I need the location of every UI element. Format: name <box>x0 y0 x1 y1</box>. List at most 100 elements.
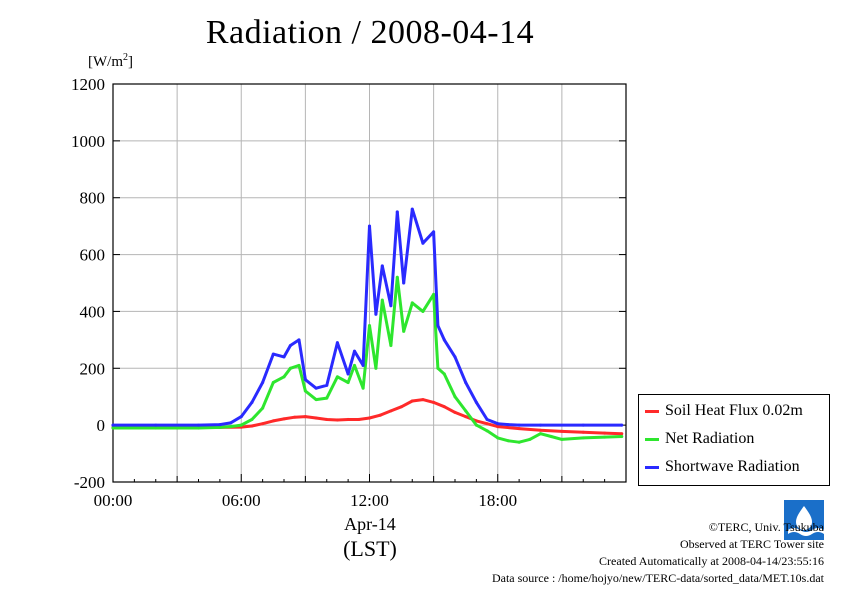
data-point-net-radiation-15 <box>335 375 340 379</box>
data-point-soil-heat-flux-31 <box>560 429 564 433</box>
data-point-net-radiation-26 <box>421 309 425 314</box>
data-point-shortwave-radiation-15 <box>335 341 340 345</box>
y-unit-base: [W/m <box>88 54 123 70</box>
legend-label-soil-heat-flux: Soil Heat Flux 0.02m <box>665 402 803 419</box>
data-point-soil-heat-flux-29 <box>517 426 521 431</box>
y-unit-end: ] <box>128 54 133 70</box>
data-point-shortwave-radiation-21 <box>380 264 384 268</box>
data-point-net-radiation-5 <box>239 423 243 427</box>
data-point-soil-heat-flux-21 <box>421 397 425 402</box>
data-point-soil-heat-flux-24 <box>453 410 457 414</box>
legend-swatch-net-radiation <box>645 437 659 441</box>
x-tick-label-2: 12:00 <box>350 491 389 510</box>
data-point-shortwave-radiation-0 <box>111 423 115 427</box>
data-point-shortwave-radiation-36 <box>517 423 521 427</box>
data-point-net-radiation-35 <box>506 439 511 443</box>
data-point-shortwave-radiation-4 <box>228 421 233 425</box>
data-point-net-radiation-40 <box>560 437 564 441</box>
data-point-net-radiation-16 <box>346 380 350 385</box>
series-line-shortwave-radiation <box>111 207 624 427</box>
data-point-net-radiation-22 <box>389 343 393 348</box>
series-line-net-radiation <box>111 275 624 444</box>
data-point-net-radiation-3 <box>218 425 222 430</box>
data-point-shortwave-radiation-24 <box>402 281 406 285</box>
data-point-net-radiation-34 <box>496 436 500 440</box>
data-point-soil-heat-flux-27 <box>485 422 489 426</box>
data-point-net-radiation-20 <box>374 366 378 370</box>
y-tick-label-7: 1200 <box>71 75 105 94</box>
data-point-soil-heat-flux-28 <box>496 424 500 429</box>
data-point-net-radiation-23 <box>395 275 399 279</box>
data-point-net-radiation-19 <box>367 324 372 328</box>
data-point-net-radiation-7 <box>261 406 265 410</box>
data-point-net-radiation-2 <box>196 426 201 430</box>
y-tick-label-0: -200 <box>74 473 105 492</box>
data-point-soil-heat-flux-33 <box>603 431 607 435</box>
data-point-soil-heat-flux-11 <box>314 416 318 420</box>
footer-copyright: ©TERC, Univ. Tsukuba <box>708 520 824 534</box>
data-point-net-radiation-39 <box>549 434 553 439</box>
data-point-net-radiation-11 <box>297 363 301 368</box>
data-point-shortwave-radiation-29 <box>442 338 446 342</box>
data-point-net-radiation-10 <box>288 366 293 370</box>
x-axis-timezone-label: (LST) <box>343 536 397 561</box>
x-tick-label-1: 06:00 <box>222 491 261 510</box>
legend-item-soil-heat-flux: Soil Heat Flux 0.02m <box>645 401 803 421</box>
data-point-net-radiation-4 <box>228 424 233 429</box>
data-point-soil-heat-flux-6 <box>261 422 265 426</box>
x-tick-label-0: 00:00 <box>94 491 133 510</box>
data-point-soil-heat-flux-23 <box>442 405 446 409</box>
data-point-net-radiation-43 <box>620 434 624 439</box>
data-point-shortwave-radiation-23 <box>395 210 399 214</box>
data-point-shortwave-radiation-27 <box>432 230 436 234</box>
data-point-shortwave-radiation-19 <box>367 224 372 228</box>
data-point-shortwave-radiation-22 <box>389 304 393 308</box>
data-point-shortwave-radiation-3 <box>218 422 222 427</box>
y-tick-label-4: 600 <box>80 246 106 265</box>
footer-data-source: Data source : /home/hojyo/new/TERC-data/… <box>491 571 824 585</box>
data-point-soil-heat-flux-5 <box>250 424 254 428</box>
y-tick-label-5: 800 <box>80 189 106 208</box>
data-point-net-radiation-14 <box>325 396 329 400</box>
data-point-net-radiation-27 <box>432 292 436 296</box>
data-point-soil-heat-flux-7 <box>271 419 275 423</box>
terc-logo <box>784 500 824 540</box>
data-point-shortwave-radiation-17 <box>352 349 357 353</box>
data-point-shortwave-radiation-32 <box>474 400 478 404</box>
y-axis-unit: [W/m2] <box>88 52 133 71</box>
data-point-soil-heat-flux-16 <box>367 416 372 420</box>
data-point-shortwave-radiation-20 <box>374 312 378 316</box>
x-tick-label-3: 18:00 <box>478 491 517 510</box>
chart-title: Radiation / 2008-04-14 <box>205 14 535 51</box>
data-point-shortwave-radiation-38 <box>581 423 585 427</box>
data-point-net-radiation-32 <box>474 423 478 427</box>
y-tick-label-6: 1000 <box>71 132 105 151</box>
y-tick-label-1: 0 <box>97 416 106 435</box>
data-point-net-radiation-9 <box>282 375 286 379</box>
data-point-shortwave-radiation-7 <box>261 380 265 385</box>
data-point-net-radiation-17 <box>352 363 357 368</box>
data-point-soil-heat-flux-13 <box>335 418 340 422</box>
data-point-soil-heat-flux-22 <box>432 400 436 404</box>
data-point-net-radiation-13 <box>314 397 318 402</box>
data-point-shortwave-radiation-8 <box>271 352 275 356</box>
footer-observed: Observed at TERC Tower site <box>679 537 824 551</box>
data-point-shortwave-radiation-26 <box>421 241 425 245</box>
data-point-shortwave-radiation-39 <box>620 423 624 427</box>
data-point-shortwave-radiation-30 <box>453 355 457 359</box>
data-point-net-radiation-30 <box>453 395 457 399</box>
legend-item-shortwave-radiation: Shortwave Radiation <box>645 457 800 477</box>
data-point-net-radiation-1 <box>154 426 158 430</box>
data-point-net-radiation-8 <box>271 380 275 385</box>
legend-swatch-shortwave-radiation <box>645 465 659 469</box>
data-point-shortwave-radiation-11 <box>297 338 301 342</box>
x-axis-date-label: Apr-14 <box>344 514 396 534</box>
data-point-shortwave-radiation-14 <box>325 383 329 387</box>
data-point-soil-heat-flux-34 <box>620 432 624 436</box>
data-point-shortwave-radiation-37 <box>538 423 543 427</box>
data-point-shortwave-radiation-12 <box>303 378 307 382</box>
data-point-net-radiation-29 <box>442 372 446 376</box>
data-point-net-radiation-12 <box>303 389 307 393</box>
data-point-net-radiation-36 <box>517 440 521 444</box>
